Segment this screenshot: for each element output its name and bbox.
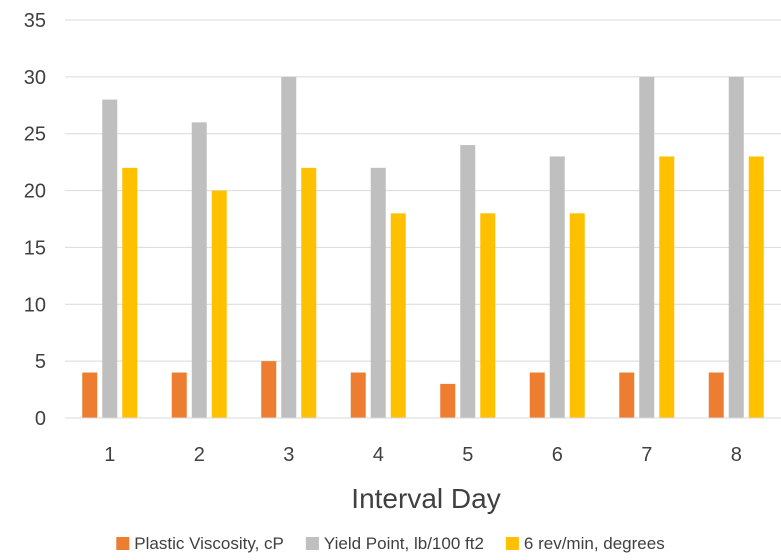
legend-item: Yield Point, lb/100 ft2 xyxy=(305,534,484,553)
bar xyxy=(728,76,744,418)
legend-swatch xyxy=(505,537,519,550)
y-tick-label: 5 xyxy=(35,351,46,373)
y-tick-label: 20 xyxy=(24,181,46,203)
y-tick-label: 10 xyxy=(24,294,46,316)
gridlines xyxy=(65,19,781,362)
y-tick-label: 25 xyxy=(24,124,46,146)
x-tick-label: 3 xyxy=(283,444,294,466)
bar xyxy=(460,145,476,419)
bar xyxy=(390,213,406,418)
legend-label: Yield Point, lb/100 ft2 xyxy=(324,534,484,553)
bar xyxy=(370,167,386,418)
bar xyxy=(122,167,138,418)
bar xyxy=(549,156,565,418)
x-tick-label: 4 xyxy=(373,444,384,466)
y-tick-label: 30 xyxy=(24,67,46,89)
legend-item: 6 rev/min, degrees xyxy=(505,534,665,553)
x-tick-label: 5 xyxy=(462,444,473,466)
y-tick-label: 0 xyxy=(35,408,46,430)
x-tick-label: 2 xyxy=(194,444,205,466)
bar xyxy=(102,99,118,418)
bar xyxy=(350,372,366,418)
bar xyxy=(301,167,317,418)
legend-label: 6 rev/min, degrees xyxy=(524,534,665,553)
bar xyxy=(748,156,764,418)
bar xyxy=(529,372,545,418)
legend-label: Plastic Viscosity, cP xyxy=(134,534,284,553)
bar xyxy=(480,213,496,418)
x-axis-tick-labels: 1 2 3 4 5 6 7 8 xyxy=(104,444,742,466)
legend: Plastic Viscosity, cP Yield Point, lb/100… xyxy=(116,534,665,553)
y-tick-label: 15 xyxy=(24,237,46,259)
legend-item: Plastic Viscosity, cP xyxy=(116,534,284,553)
bar xyxy=(639,76,655,418)
y-tick-label: 35 xyxy=(24,10,46,32)
x-axis-title: Interval Day xyxy=(351,483,500,514)
bar xyxy=(171,372,187,418)
bar xyxy=(569,213,585,418)
bars xyxy=(82,76,764,419)
x-tick-label: 8 xyxy=(731,444,742,466)
x-tick-label: 6 xyxy=(552,444,563,466)
legend-swatch xyxy=(116,537,130,550)
bar xyxy=(261,361,277,418)
legend-swatch xyxy=(305,537,319,550)
bar xyxy=(191,122,207,418)
bar xyxy=(211,190,227,418)
bar xyxy=(659,156,675,418)
x-tick-label: 7 xyxy=(641,444,652,466)
bar xyxy=(619,372,635,418)
bar xyxy=(82,372,98,418)
y-axis-tick-labels: 0 5 10 15 20 25 30 35 xyxy=(24,10,46,430)
bar xyxy=(708,372,724,418)
x-tick-label: 1 xyxy=(104,444,115,466)
bar xyxy=(281,76,297,418)
bar xyxy=(440,383,456,418)
